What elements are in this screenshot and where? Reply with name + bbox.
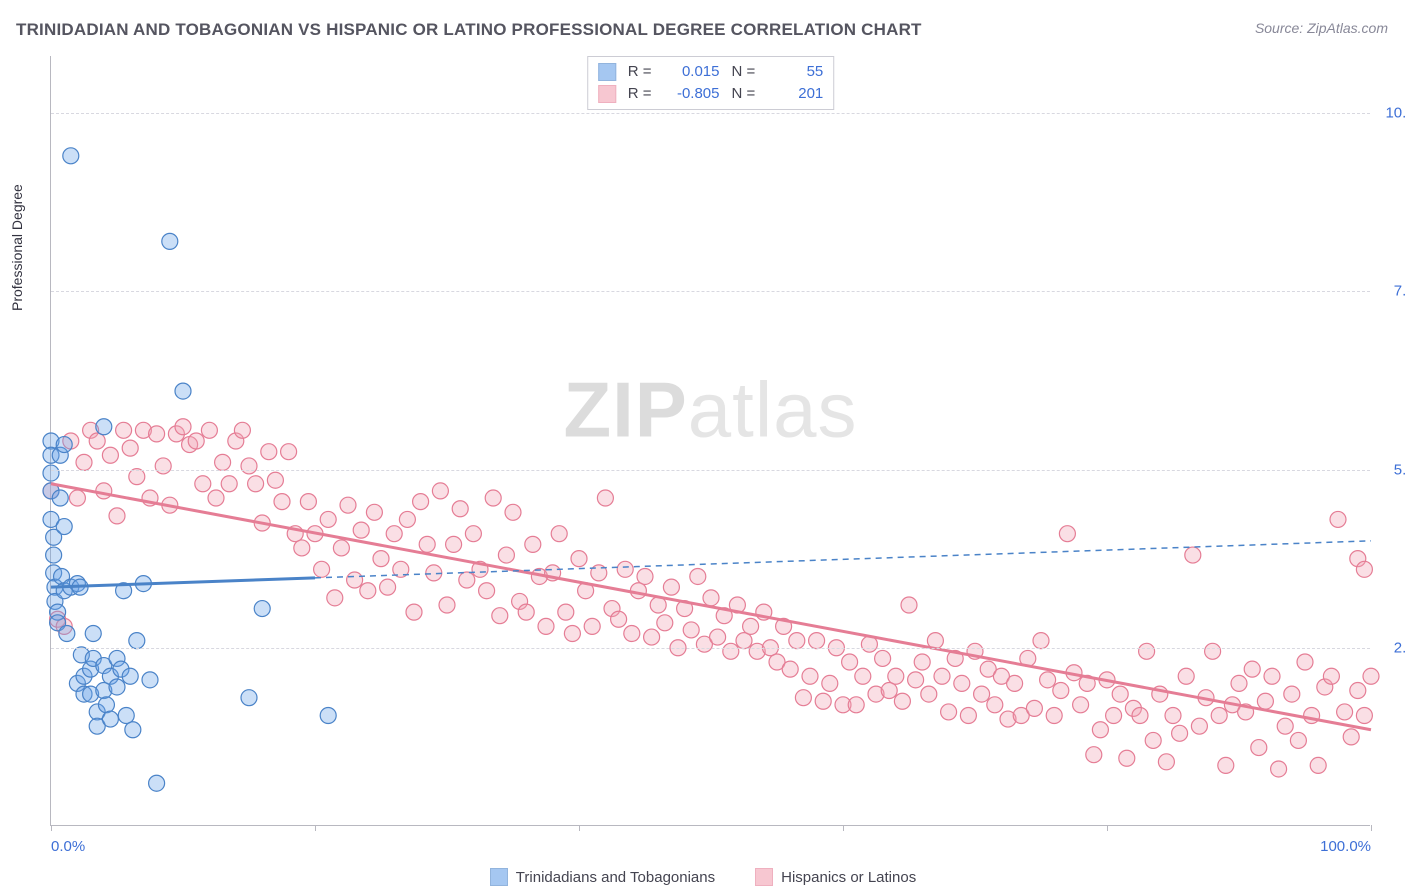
y-axis-label: Professional Degree	[9, 184, 25, 311]
y-tick-label: 2.5%	[1394, 639, 1406, 656]
stat-label: R =	[628, 83, 652, 105]
stat-label: N =	[732, 83, 756, 105]
swatch-icon	[598, 63, 616, 81]
scatter-svg	[51, 56, 1370, 825]
legend-label: Hispanics or Latinos	[781, 869, 916, 886]
swatch-icon	[490, 868, 508, 886]
x-tick-label: 0.0%	[51, 838, 85, 855]
swatch-icon	[755, 868, 773, 886]
legend-item-trinidadians: Trinidadians and Tobagonians	[490, 868, 715, 886]
source-attribution: Source: ZipAtlas.com	[1255, 20, 1388, 36]
y-tick-label: 5.0%	[1394, 461, 1406, 478]
stats-legend: R = 0.015 N = 55 R = -0.805 N = 201	[587, 56, 835, 110]
stat-label: R =	[628, 61, 652, 83]
stat-value: 0.015	[660, 61, 720, 83]
legend-label: Trinidadians and Tobagonians	[516, 869, 715, 886]
plot-box: ZIPatlas Professional Degree 2.5%5.0%7.5…	[50, 56, 1370, 826]
y-tick-label: 7.5%	[1394, 283, 1406, 300]
stats-row-trinidadians: R = 0.015 N = 55	[598, 61, 824, 83]
stat-value: 201	[763, 83, 823, 105]
plot-area: ZIPatlas Professional Degree 2.5%5.0%7.5…	[50, 56, 1370, 826]
stat-label: N =	[732, 61, 756, 83]
x-tick-label: 100.0%	[1320, 838, 1371, 855]
chart-title: TRINIDADIAN AND TOBAGONIAN VS HISPANIC O…	[16, 20, 922, 40]
chart-container: TRINIDADIAN AND TOBAGONIAN VS HISPANIC O…	[0, 0, 1406, 892]
series-legend: Trinidadians and Tobagonians Hispanics o…	[0, 868, 1406, 886]
swatch-icon	[598, 85, 616, 103]
legend-item-hispanics: Hispanics or Latinos	[755, 868, 916, 886]
stat-value: -0.805	[660, 83, 720, 105]
y-tick-label: 10.0%	[1385, 105, 1406, 122]
stat-value: 55	[763, 61, 823, 83]
stats-row-hispanics: R = -0.805 N = 201	[598, 83, 824, 105]
